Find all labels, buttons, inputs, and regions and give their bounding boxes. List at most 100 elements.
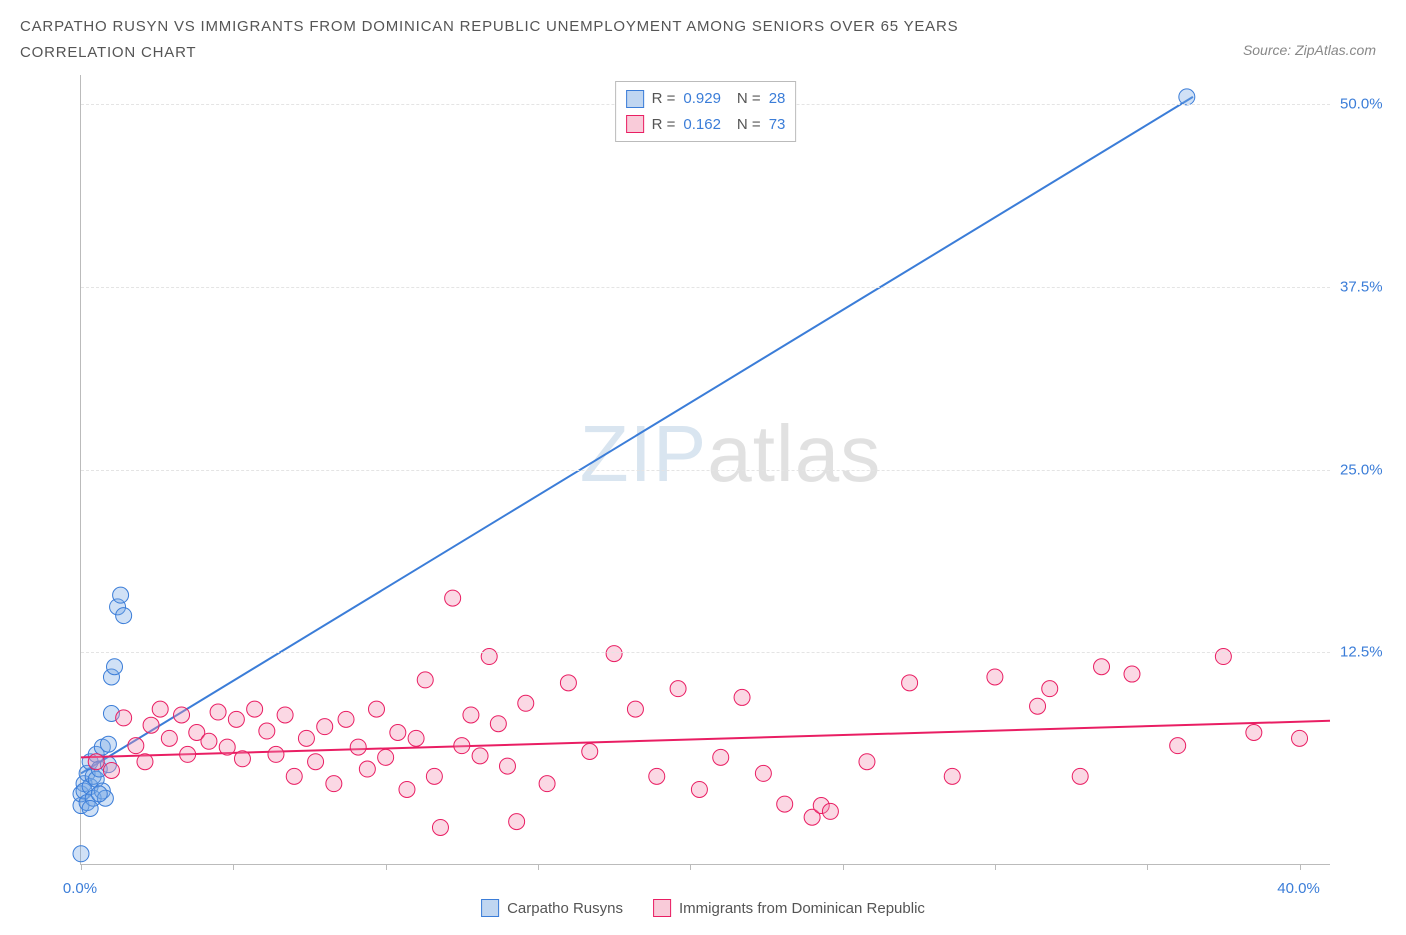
chart-title-block: CARPATHO RUSYN VS IMMIGRANTS FROM DOMINI…: [20, 14, 1386, 65]
data-point: [1030, 698, 1046, 714]
data-point: [987, 669, 1003, 685]
stats-legend: R = 0.929 N = 28 R = 0.162 N = 73: [615, 81, 797, 142]
data-point: [143, 717, 159, 733]
x-tick: [386, 864, 387, 870]
data-point: [350, 739, 366, 755]
data-point: [247, 701, 263, 717]
data-point: [390, 725, 406, 741]
data-point: [499, 758, 515, 774]
plot-area: R = 0.929 N = 28 R = 0.162 N = 73 ZIPatl…: [80, 75, 1330, 865]
data-point: [378, 749, 394, 765]
legend-swatch-series-1: [481, 899, 499, 917]
series-legend-item-1: Carpatho Rusyns: [481, 899, 623, 917]
series-legend-label-1: Carpatho Rusyns: [507, 900, 623, 917]
gridline: [81, 287, 1330, 288]
stats-legend-row-1: R = 0.929 N = 28: [626, 86, 786, 112]
data-point: [481, 649, 497, 665]
y-tick-label: 25.0%: [1340, 461, 1400, 478]
x-tick: [690, 864, 691, 870]
data-point: [326, 776, 342, 792]
data-point: [649, 768, 665, 784]
legend-n-value-1: 28: [769, 86, 786, 112]
data-point: [426, 768, 442, 784]
data-point: [902, 675, 918, 691]
data-point: [408, 730, 424, 746]
y-tick-label: 12.5%: [1340, 644, 1400, 661]
data-point: [116, 608, 132, 624]
data-point: [228, 711, 244, 727]
data-point: [338, 711, 354, 727]
data-point: [691, 781, 707, 797]
x-tick: [1147, 864, 1148, 870]
data-point: [113, 587, 129, 603]
stats-legend-row-2: R = 0.162 N = 73: [626, 112, 786, 138]
data-point: [152, 701, 168, 717]
x-tick-label-start: 0.0%: [63, 880, 97, 897]
data-point: [539, 776, 555, 792]
legend-swatch-series-1: [626, 90, 644, 108]
data-point: [944, 768, 960, 784]
data-point: [368, 701, 384, 717]
data-point: [116, 710, 132, 726]
data-point: [359, 761, 375, 777]
trend-line: [81, 97, 1193, 773]
y-tick-label: 50.0%: [1340, 96, 1400, 113]
data-point: [822, 803, 838, 819]
data-point: [1072, 768, 1088, 784]
legend-n-label: N =: [737, 86, 761, 112]
data-point: [777, 796, 793, 812]
x-tick: [843, 864, 844, 870]
x-tick: [81, 864, 82, 870]
data-point: [1292, 730, 1308, 746]
chart-title-line1: CARPATHO RUSYN VS IMMIGRANTS FROM DOMINI…: [20, 14, 1386, 40]
data-point: [509, 814, 525, 830]
data-point: [1179, 89, 1195, 105]
legend-n-label: N =: [737, 112, 761, 138]
legend-n-value-2: 73: [769, 112, 786, 138]
x-tick: [1300, 864, 1301, 870]
data-point: [1094, 659, 1110, 675]
legend-r-label: R =: [652, 86, 676, 112]
x-tick: [538, 864, 539, 870]
series-legend-label-2: Immigrants from Dominican Republic: [679, 900, 925, 917]
chart-title-line2: CORRELATION CHART: [20, 40, 1386, 66]
data-point: [463, 707, 479, 723]
data-point: [432, 819, 448, 835]
x-tick-label-end: 40.0%: [1277, 880, 1320, 897]
data-point: [1124, 666, 1140, 682]
data-point: [454, 738, 470, 754]
data-point: [417, 672, 433, 688]
data-point: [268, 746, 284, 762]
data-point: [308, 754, 324, 770]
data-point: [88, 754, 104, 770]
data-point: [859, 754, 875, 770]
data-point: [734, 689, 750, 705]
data-point: [82, 800, 98, 816]
data-point: [1042, 681, 1058, 697]
data-point: [103, 762, 119, 778]
data-point: [161, 730, 177, 746]
data-point: [472, 748, 488, 764]
data-point: [490, 716, 506, 732]
data-point: [219, 739, 235, 755]
legend-swatch-series-2: [626, 115, 644, 133]
data-point: [560, 675, 576, 691]
data-point: [73, 846, 89, 862]
legend-r-value-1: 0.929: [683, 86, 721, 112]
legend-r-value-2: 0.162: [683, 112, 721, 138]
data-point: [755, 765, 771, 781]
data-point: [1170, 738, 1186, 754]
data-point: [277, 707, 293, 723]
data-point: [137, 754, 153, 770]
legend-r-label: R =: [652, 112, 676, 138]
data-point: [670, 681, 686, 697]
data-point: [1215, 649, 1231, 665]
data-point: [399, 781, 415, 797]
x-tick: [233, 864, 234, 870]
data-point: [582, 743, 598, 759]
data-point: [91, 786, 107, 802]
data-point: [713, 749, 729, 765]
data-point: [128, 738, 144, 754]
data-point: [107, 659, 123, 675]
data-point: [100, 736, 116, 752]
